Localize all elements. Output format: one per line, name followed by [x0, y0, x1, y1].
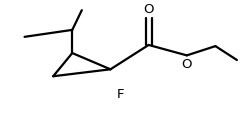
Text: O: O: [182, 58, 192, 71]
Text: O: O: [143, 3, 154, 16]
Text: F: F: [116, 88, 124, 101]
